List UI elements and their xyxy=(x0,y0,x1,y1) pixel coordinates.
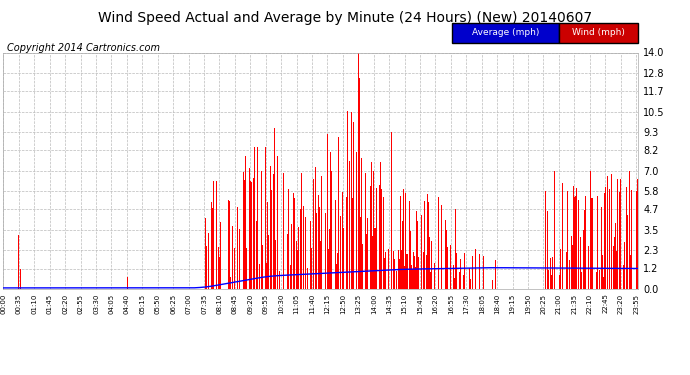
Text: Average (mph): Average (mph) xyxy=(472,28,539,38)
Text: Wind (mph): Wind (mph) xyxy=(572,28,625,38)
Text: Copyright 2014 Cartronics.com: Copyright 2014 Cartronics.com xyxy=(7,43,160,53)
Text: Wind Speed Actual and Average by Minute (24 Hours) (New) 20140607: Wind Speed Actual and Average by Minute … xyxy=(98,11,592,25)
